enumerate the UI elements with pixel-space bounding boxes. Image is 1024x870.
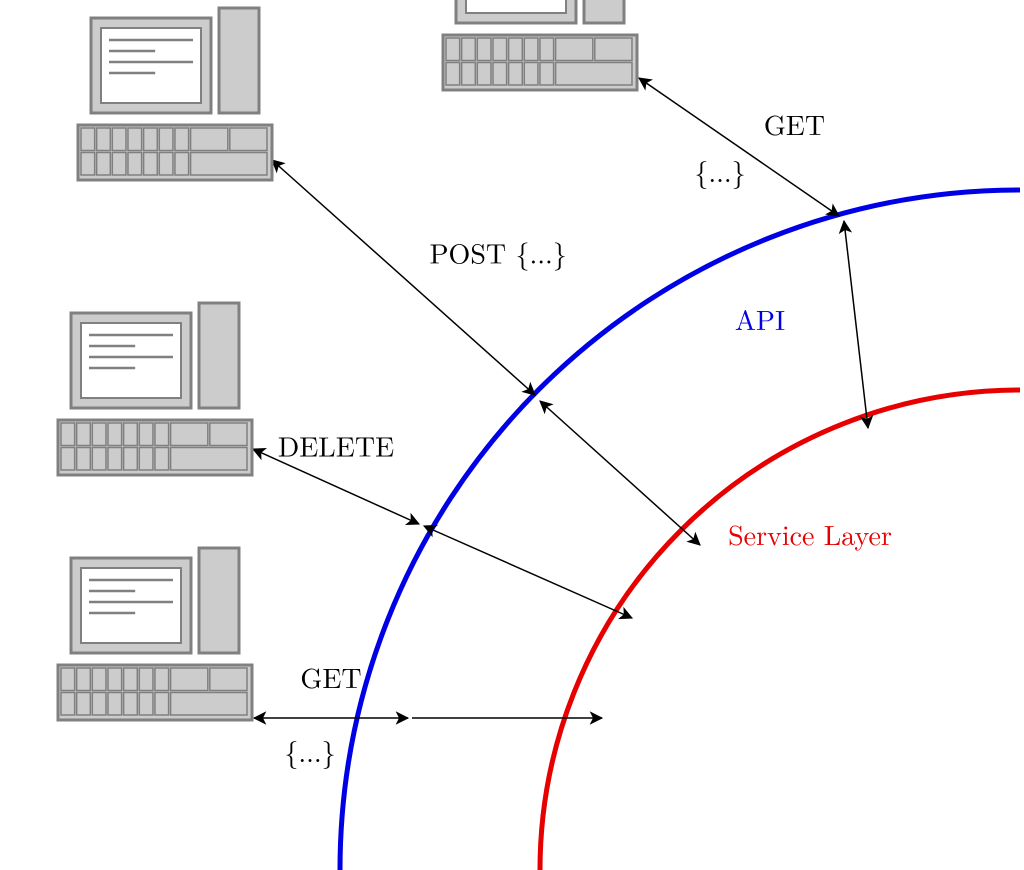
arrow-3 (639, 78, 839, 216)
api-label: API (735, 299, 785, 339)
arrow-2-label: GET (300, 657, 361, 697)
computer-c2 (58, 303, 252, 475)
computer-c4 (443, 0, 637, 90)
arrow-7 (844, 221, 868, 428)
arcs-layer (340, 190, 1020, 870)
extra-label-0: {...} (284, 731, 335, 771)
computer-c1 (78, 8, 272, 180)
arrow-1-label: DELETE (278, 426, 394, 466)
arrow-4 (540, 401, 700, 545)
computer-c3 (58, 548, 252, 720)
arrows-layer (253, 78, 868, 718)
service-arc (540, 390, 1020, 870)
service-label: Service Layer (728, 514, 892, 554)
computers-layer (58, 0, 637, 720)
arrow-0-label: POST {...} (429, 233, 566, 273)
extra-label-1: {...} (694, 151, 745, 191)
arrow-5 (424, 526, 632, 618)
arrow-3-label: GET (764, 104, 825, 144)
arrow-0 (272, 160, 535, 395)
